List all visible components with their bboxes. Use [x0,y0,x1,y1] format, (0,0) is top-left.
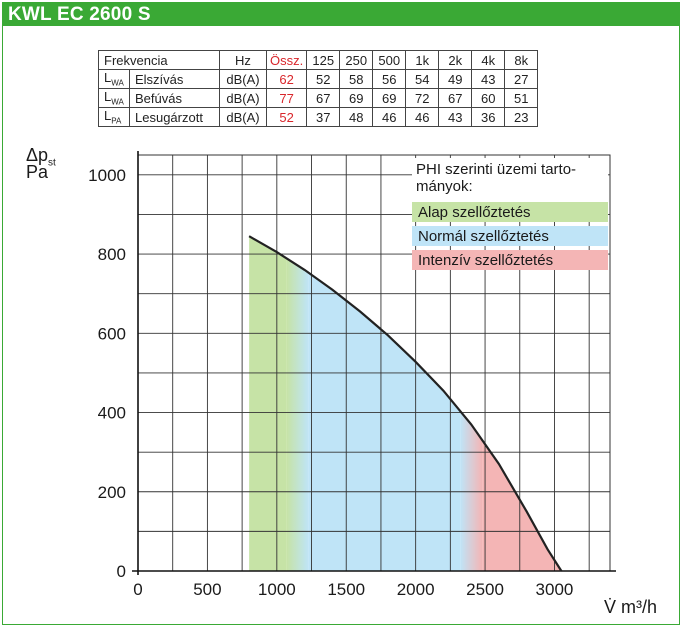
y-tick-label: 0 [117,562,126,581]
value-cell: 43 [471,69,506,89]
y-axis-unit: Pa [26,162,49,182]
x-tick-label: 2500 [466,580,504,599]
row-label: Lesugárzott [129,107,220,127]
y-axis-symbol: Δpst [26,145,56,169]
region-alap [249,236,287,571]
legend-title: PHI szerinti üzemi tarto- [416,161,576,178]
total-cell: 77 [265,88,308,108]
unit-cell: dB(A) [219,69,267,89]
legend-item-label: Alap szellőztetés [418,204,531,221]
legend-swatch [412,226,608,246]
legend-title: mányok: [416,178,473,195]
unit-cell: dB(A) [219,107,267,127]
y-tick-label: 800 [98,245,126,264]
table-row: LWA Befúvás dB(A) 77 67 69 69 72 67 60 5… [98,88,539,108]
table-header-row: Frekvencia Hz Össz. 125 250 500 1k 2k 4k… [98,50,539,70]
value-cell: 60 [471,88,506,108]
x-tick-label: 500 [193,580,221,599]
table-row: LPA Lesugárzott dB(A) 52 37 48 46 46 43 … [98,107,539,127]
y-tick-label: 1000 [88,166,126,185]
value-cell: 37 [306,107,341,127]
header-cell: Frekvencia [98,50,220,70]
table-row: LWA Elszívás dB(A) 62 52 58 56 54 49 43 … [98,69,539,89]
x-tick-label: 0 [133,580,142,599]
y-tick-label: 400 [98,404,126,423]
header-cell: 8k [504,50,539,70]
legend-item-label: Normál szellőztetés [418,228,549,245]
x-tick-label: 2000 [397,580,435,599]
header-cell: 4k [471,50,506,70]
value-cell: 58 [339,69,374,89]
value-cell: 23 [504,107,539,127]
x-axis-unit: V̇ m³/h [604,597,658,617]
value-cell: 56 [372,69,407,89]
value-cell: 36 [471,107,506,127]
value-cell: 46 [372,107,407,127]
product-title: KWL EC 2600 S [8,4,151,25]
header-cell: 250 [339,50,374,70]
value-cell: 69 [339,88,374,108]
total-cell: 62 [265,69,308,89]
row-label: Elszívás [129,69,220,89]
fan-curve-line [248,235,563,572]
x-tick-label: 3000 [536,580,574,599]
header-cell: 125 [306,50,341,70]
x-tick-label: 1500 [327,580,365,599]
sound-data-table: Frekvencia Hz Össz. 125 250 500 1k 2k 4k… [98,50,539,127]
y-tick-label: 600 [98,324,126,343]
legend-background [412,158,608,202]
region-blend [286,236,309,571]
y-tick-label: 200 [98,483,126,502]
value-cell: 72 [405,88,440,108]
total-cell: 52 [265,107,308,127]
legend-swatch [412,250,608,270]
legend-item-label: Intenzív szellőztetés [418,252,553,269]
level-symbol: LWA [98,88,130,108]
title-bar: KWL EC 2600 S [2,2,680,26]
value-cell: 67 [438,88,473,108]
legend-swatch [412,202,608,222]
x-tick-label: 1000 [258,580,296,599]
